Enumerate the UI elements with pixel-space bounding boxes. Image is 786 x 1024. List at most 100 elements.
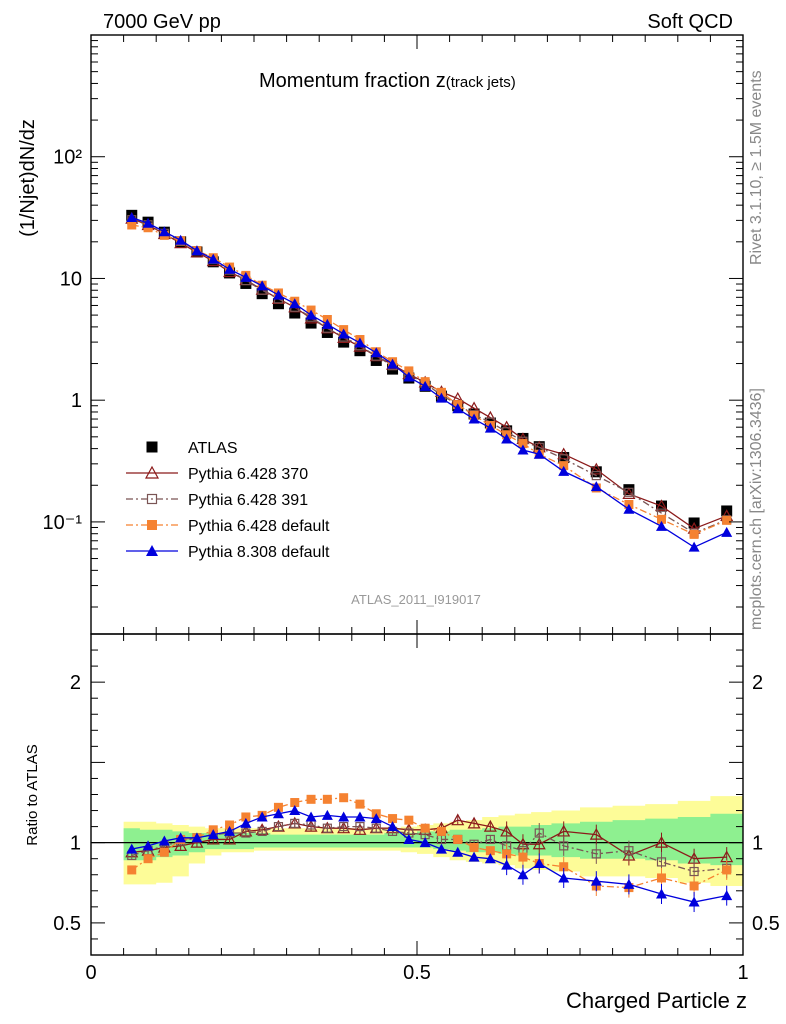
ratio-panel [91, 793, 744, 913]
data-point [240, 271, 252, 282]
data-point [656, 520, 667, 531]
y-tick-label: 10⁻¹ [43, 512, 83, 534]
ratio-point [435, 843, 447, 854]
ratio-point [225, 820, 235, 830]
data-point [126, 211, 138, 222]
ratio-point [654, 835, 669, 848]
data-point [354, 337, 366, 348]
ratio-point [624, 846, 634, 856]
data-point [452, 403, 464, 414]
data-point [517, 444, 529, 455]
data-point [501, 433, 513, 444]
ratio-tick-label-right: 2 [752, 672, 763, 694]
ratio-point [273, 821, 284, 832]
ratio-point [322, 823, 332, 833]
data-point [657, 514, 666, 524]
legend: ATLAS Pythia 6.428 370 Pythia 6.428 391 Pyt… [126, 440, 330, 561]
ratio-point [559, 862, 569, 872]
ratio-point [589, 827, 603, 840]
chart-title-main: Momentum fraction [259, 70, 436, 92]
legend-marker [144, 465, 160, 479]
data-point [722, 515, 732, 525]
ratio-point [484, 853, 496, 864]
source-label: mcplots.cern.ch [arXiv:1306.3436] [748, 388, 765, 630]
ratio-frame [90, 633, 744, 956]
ratio-point [532, 837, 546, 850]
data-point [558, 452, 570, 464]
ratio-point [689, 866, 699, 877]
data-point [591, 471, 601, 481]
ratio-point [339, 793, 349, 803]
legend-entry: Pythia 6.428 370 [126, 465, 308, 483]
data-point [559, 461, 569, 471]
ratio-point [485, 846, 495, 856]
ratio-point [126, 843, 138, 854]
x-tick-label: 1 [737, 962, 748, 984]
legend-entry: Pythia 6.428 391 [126, 492, 308, 509]
data-point [558, 465, 570, 476]
ratio-point [533, 858, 545, 869]
process-label: Soft QCD [647, 11, 733, 33]
ratio-point [256, 811, 268, 822]
rivet-version-label: Rivet 3.1.10, ≥ 1.5M events [748, 70, 765, 265]
y-tick-label: 10² [53, 147, 82, 169]
ratio-point [354, 811, 366, 822]
ratio-point [353, 823, 367, 835]
data-point [289, 307, 301, 319]
series-4 [126, 211, 733, 552]
data-point [589, 462, 603, 475]
ratio-tick-label-left: 1 [70, 833, 81, 855]
legend-label: Pythia 8.308 default [188, 544, 330, 561]
ratio-ylabel: Ratio to ATLAS [24, 744, 41, 845]
ratio-point [207, 829, 219, 840]
x-tick-label: 0 [85, 962, 96, 984]
ratio-point [224, 825, 236, 836]
data-point [654, 499, 669, 512]
data-point [518, 439, 528, 449]
data-point [338, 328, 350, 339]
ratio-point [159, 847, 169, 857]
ratio-point [371, 823, 381, 833]
legend-label: Pythia 6.428 391 [188, 492, 308, 509]
data-point [533, 448, 545, 459]
ratio-point [158, 835, 170, 846]
ratio-point [517, 869, 529, 880]
ratio-point [290, 818, 300, 828]
ratio-point [419, 837, 431, 848]
ratio-point [558, 872, 570, 883]
ratio-tick-label-left: 0.5 [53, 913, 81, 935]
main-panel [125, 209, 734, 552]
data-point [468, 413, 480, 424]
ratio-tick-label-right: 0.5 [752, 913, 780, 935]
energy-label: 7000 GeV pp [103, 11, 221, 33]
ratio-point [322, 794, 332, 804]
data-point [321, 318, 333, 329]
x-tick-label: 0.5 [403, 962, 431, 984]
ratio-point [272, 808, 284, 819]
ratio-point [485, 834, 495, 845]
ratio-tick-label-right: 1 [752, 833, 763, 855]
chart-title-var: z [436, 70, 446, 92]
data-point [370, 347, 382, 358]
ratio-point [453, 834, 463, 844]
data-point [404, 366, 414, 376]
ratio-point [518, 852, 528, 862]
ratio-point [290, 798, 300, 808]
data-point [419, 380, 431, 391]
ratio-point [502, 849, 512, 859]
ratio-point [722, 865, 732, 875]
ratio-point [355, 821, 365, 832]
ratio-point [469, 842, 479, 852]
data-point [127, 220, 137, 230]
ratio-point [241, 812, 251, 822]
ratio-point [501, 859, 513, 870]
ratio-point [240, 817, 252, 828]
legend-label: ATLAS [188, 440, 238, 457]
x-axis-label: Charged Particle z [566, 988, 747, 1013]
legend-marker [147, 520, 157, 530]
ratio-point [273, 802, 283, 812]
ratio-point [483, 819, 497, 832]
ratio-tick-label-left: 2 [70, 672, 81, 694]
data-point [557, 447, 571, 460]
